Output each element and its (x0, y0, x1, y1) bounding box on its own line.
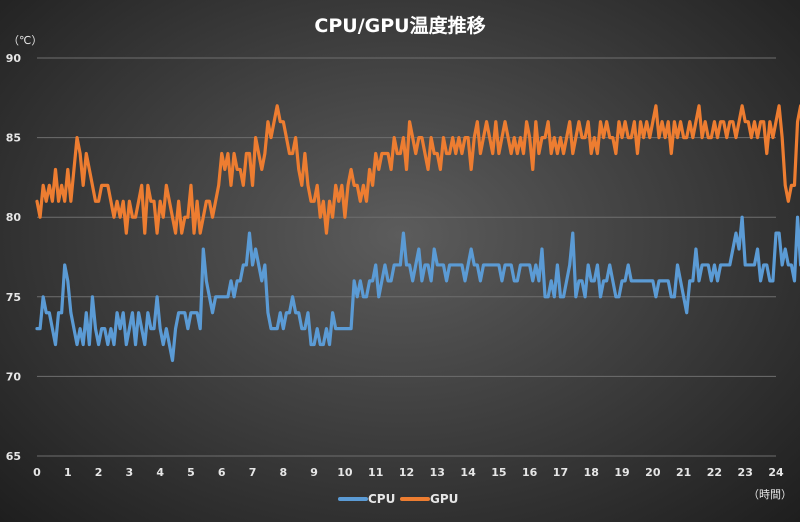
series-line-gpu (35, 104, 800, 235)
x-tick-label-0: 0 (33, 466, 41, 479)
legend-label-gpu: GPU (430, 492, 458, 506)
y-tick-label-75: 75 (6, 291, 21, 304)
x-tick-label-9: 9 (310, 466, 318, 479)
x-tick-label-17: 17 (553, 466, 568, 479)
x-tick-label-4: 4 (156, 466, 164, 479)
x-tick-label-8: 8 (280, 466, 288, 479)
x-tick-label-19: 19 (614, 466, 629, 479)
x-tick-label-20: 20 (645, 466, 661, 479)
x-tick-label-10: 10 (337, 466, 353, 479)
x-tick-label-6: 6 (218, 466, 226, 479)
x-tick-label-14: 14 (460, 466, 476, 479)
legend-label-cpu: CPU (368, 492, 395, 506)
x-tick-label-3: 3 (126, 466, 134, 479)
x-tick-label-15: 15 (491, 466, 506, 479)
x-tick-label-12: 12 (399, 466, 414, 479)
x-tick-label-2: 2 (95, 466, 103, 479)
y-tick-label-90: 90 (6, 52, 22, 65)
series-line-cpu (35, 215, 800, 363)
x-tick-label-23: 23 (738, 466, 753, 479)
y-tick-label-70: 70 (6, 370, 22, 383)
y-axis-unit: （℃） (8, 34, 42, 47)
x-tick-label-21: 21 (676, 466, 691, 479)
x-axis-unit: （時間） (748, 488, 792, 501)
y-tick-label-65: 65 (6, 450, 21, 463)
chart-title: CPU/GPU温度推移 (314, 14, 485, 37)
x-tick-label-18: 18 (584, 466, 599, 479)
x-tick-label-24: 24 (768, 466, 784, 479)
x-tick-label-11: 11 (368, 466, 383, 479)
x-tick-label-13: 13 (430, 466, 445, 479)
x-tick-label-7: 7 (249, 466, 257, 479)
x-tick-label-16: 16 (522, 466, 538, 479)
x-tick-label-5: 5 (187, 466, 195, 479)
x-tick-label-1: 1 (64, 466, 72, 479)
y-tick-label-80: 80 (6, 211, 22, 224)
y-tick-label-85: 85 (6, 132, 21, 145)
x-tick-label-22: 22 (707, 466, 722, 479)
